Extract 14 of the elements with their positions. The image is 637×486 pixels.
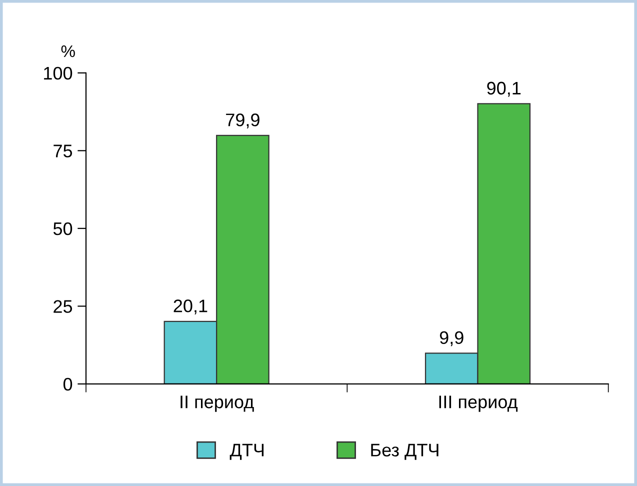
- legend-label: ДТЧ: [230, 444, 264, 460]
- x-tick-label: II период: [180, 396, 254, 412]
- y-tick-label: 100: [44, 66, 72, 80]
- data-label: 90,1: [487, 82, 521, 97]
- y-tick-label: 0: [63, 378, 72, 391]
- x-tick-label: III период: [439, 396, 518, 412]
- y-tick-label: 75: [54, 144, 72, 158]
- data-label: 20,1: [174, 300, 208, 314]
- legend-label: Без ДТЧ: [371, 444, 438, 460]
- y-axis-title: %: [61, 45, 75, 58]
- data-label: 79,9: [226, 114, 260, 128]
- y-tick-label: 25: [54, 300, 72, 313]
- y-tick-label: 50: [53, 222, 72, 236]
- data-label: 9,9: [440, 331, 464, 346]
